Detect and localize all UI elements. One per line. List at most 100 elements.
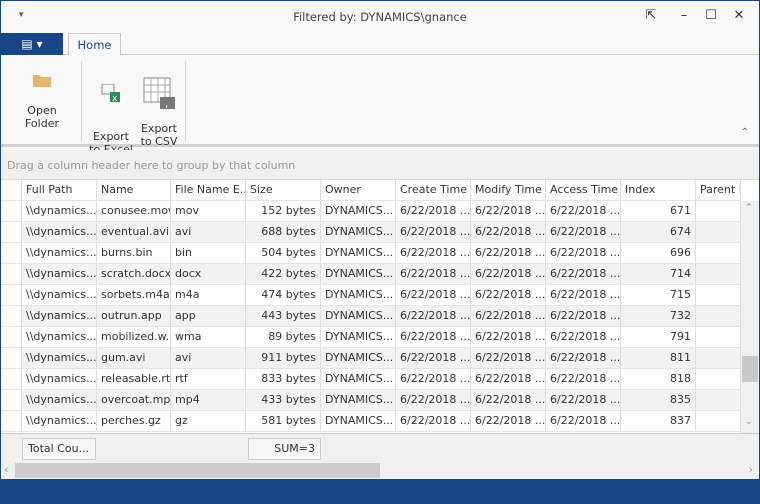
minimize-button[interactable]: – <box>680 8 688 23</box>
grid-cell[interactable]: 6/22/2018 ... <box>471 222 546 243</box>
grid-cell[interactable]: 696 <box>621 243 696 264</box>
grid-cell[interactable]: 6/22/2018 ... <box>546 306 621 327</box>
grid-cell[interactable]: 6/22/2018 ... <box>471 348 546 369</box>
grid-cell[interactable]: 433 bytes <box>246 390 321 411</box>
grid-cell[interactable] <box>696 348 741 369</box>
grid-cell[interactable]: 835 <box>621 390 696 411</box>
grid-cell[interactable]: 6/22/2018 ... <box>546 348 621 369</box>
grid-cell[interactable]: 911 bytes <box>246 348 321 369</box>
grid-cell[interactable]: bin <box>171 243 246 264</box>
grid-cell[interactable]: conusee.mov <box>97 201 171 222</box>
column-header[interactable]: Create Time <box>396 180 471 201</box>
grid-cell[interactable]: 581 bytes <box>246 411 321 432</box>
grid-cell[interactable]: 6/22/2018 ... <box>396 390 471 411</box>
table-row[interactable]: \\dynamics... burns.bin bin 504 bytes DYNAMI… <box>1 243 741 264</box>
grid-cell[interactable]: \\dynamics... <box>22 201 97 222</box>
grid-cell[interactable]: \\dynamics... <box>22 243 97 264</box>
grid-cell[interactable]: 6/22/2018 ... <box>546 390 621 411</box>
grid-cell[interactable]: 6/22/2018 ... <box>546 411 621 432</box>
grid-cell[interactable] <box>696 411 741 432</box>
grid-cell[interactable]: docx <box>171 264 246 285</box>
grid-cell[interactable]: DYNAMICS... <box>321 369 396 390</box>
grid-cell[interactable]: DYNAMICS... <box>321 306 396 327</box>
grid-cell[interactable]: 89 bytes <box>246 327 321 348</box>
grid-cell[interactable] <box>696 201 741 222</box>
grid-cell[interactable]: \\dynamics... <box>22 222 97 243</box>
grid-cell[interactable]: burns.bin <box>97 243 171 264</box>
grid-cell[interactable]: 791 <box>621 327 696 348</box>
grid-cell[interactable] <box>696 369 741 390</box>
grid-cell[interactable]: scratch.docx <box>97 264 171 285</box>
grid-cell[interactable]: DYNAMICS... <box>321 201 396 222</box>
grid-cell[interactable]: 688 bytes <box>246 222 321 243</box>
grid-cell[interactable]: 443 bytes <box>246 306 321 327</box>
grid-cell[interactable]: 6/22/2018 ... <box>471 306 546 327</box>
grid-cell[interactable]: gz <box>171 411 246 432</box>
grid-cell[interactable]: avi <box>171 222 246 243</box>
table-row[interactable]: \\dynamics... overcoat.mp4 mp4 433 bytes DYN… <box>1 390 741 411</box>
scroll-left-icon[interactable]: ‹ <box>4 463 9 476</box>
grid-cell[interactable]: 715 <box>621 285 696 306</box>
column-header[interactable]: File Name E... <box>171 180 246 201</box>
grid-cell[interactable] <box>696 327 741 348</box>
column-header[interactable]: Index <box>621 180 696 201</box>
close-button[interactable]: ✕ <box>733 8 745 23</box>
grid-cell[interactable]: DYNAMICS... <box>321 411 396 432</box>
grid-cell[interactable]: DYNAMICS... <box>321 222 396 243</box>
tab-home[interactable]: Home <box>68 33 121 56</box>
grid-cell[interactable] <box>696 264 741 285</box>
grid-cell[interactable]: eventual.avi <box>97 222 171 243</box>
grid-cell[interactable]: 6/22/2018 ... <box>396 369 471 390</box>
grid-cell[interactable]: \\dynamics... <box>22 369 97 390</box>
grid-cell[interactable]: \\dynamics... <box>22 411 97 432</box>
grid-cell[interactable]: 811 <box>621 348 696 369</box>
grid-cell[interactable]: \\dynamics... <box>22 348 97 369</box>
grid-cell[interactable]: 6/22/2018 ... <box>471 285 546 306</box>
grid-cell[interactable]: 818 <box>621 369 696 390</box>
grid-cell[interactable]: 6/22/2018 ... <box>546 264 621 285</box>
grid-cell[interactable]: DYNAMICS... <box>321 327 396 348</box>
grid-cell[interactable]: DYNAMICS... <box>321 390 396 411</box>
column-header[interactable]: Access Time <box>546 180 621 201</box>
grid-cell[interactable]: 671 <box>621 201 696 222</box>
grid-cell[interactable]: gum.avi <box>97 348 171 369</box>
grid-cell[interactable]: 6/22/2018 ... <box>546 222 621 243</box>
grid-cell[interactable]: 674 <box>621 222 696 243</box>
grid-cell[interactable]: 6/22/2018 ... <box>546 243 621 264</box>
table-row[interactable]: \\dynamics... mobilized.w... wma 89 bytes DY… <box>1 327 741 348</box>
size-sum-summary[interactable]: SUM=3 MB <box>248 438 321 475</box>
grid-cell[interactable]: 6/22/2018 ... <box>396 201 471 222</box>
grid-cell[interactable]: 6/22/2018 ... <box>471 201 546 222</box>
table-row[interactable]: \\dynamics... scratch.docx docx 422 bytes DY… <box>1 264 741 285</box>
export-csv-button[interactable]: , Export to CSV <box>137 63 181 161</box>
grid-cell[interactable]: 6/22/2018 ... <box>471 390 546 411</box>
scroll-down-icon[interactable]: ⌄ <box>745 417 753 427</box>
grid-cell[interactable]: 6/22/2018 ... <box>396 348 471 369</box>
grid-cell[interactable]: 6/22/2018 ... <box>546 327 621 348</box>
table-row[interactable]: \\dynamics... gum.avi avi 911 bytes DYNAMICS… <box>1 348 741 369</box>
grid-cell[interactable]: 474 bytes <box>246 285 321 306</box>
app-menu-button[interactable]: ▤ ▾ <box>1 33 63 55</box>
grid-cell[interactable]: 422 bytes <box>246 264 321 285</box>
open-folder-button[interactable]: Open Folder <box>9 63 75 130</box>
grid-cell[interactable]: \\dynamics... <box>22 327 97 348</box>
pin-icon[interactable]: ⇱ <box>645 8 657 23</box>
grid-cell[interactable]: m4a <box>171 285 246 306</box>
grid-cell[interactable]: \\dynamics... <box>22 285 97 306</box>
grid-cell[interactable]: 833 bytes <box>246 369 321 390</box>
grid-cell[interactable]: 6/22/2018 ... <box>396 285 471 306</box>
group-panel[interactable]: Drag a column header here to group by th… <box>1 150 759 180</box>
grid-cell[interactable] <box>696 285 741 306</box>
grid-cell[interactable]: mp4 <box>171 390 246 411</box>
grid-cell[interactable]: 6/22/2018 ... <box>471 327 546 348</box>
collapse-ribbon-icon[interactable]: ⌃ <box>740 127 749 138</box>
grid-cell[interactable]: \\dynamics... <box>22 390 97 411</box>
grid-cell[interactable]: 732 <box>621 306 696 327</box>
column-header[interactable]: Modify Time <box>471 180 546 201</box>
grid-cell[interactable]: 6/22/2018 ... <box>471 264 546 285</box>
grid-cell[interactable]: mov <box>171 201 246 222</box>
grid-cell[interactable]: 6/22/2018 ... <box>471 411 546 432</box>
quick-access-dropdown-icon[interactable]: ▾ <box>19 10 24 20</box>
grid-cell[interactable]: 6/22/2018 ... <box>396 306 471 327</box>
grid-cell[interactable]: overcoat.mp4 <box>97 390 171 411</box>
